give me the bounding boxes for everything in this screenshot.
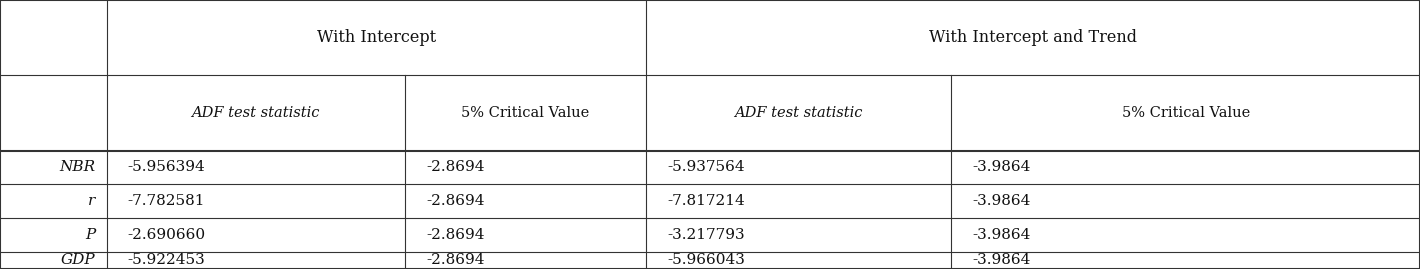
Text: -3.9864: -3.9864 bbox=[973, 228, 1031, 242]
Text: -2.8694: -2.8694 bbox=[426, 194, 484, 208]
Text: -5.966043: -5.966043 bbox=[667, 253, 746, 267]
Text: -5.922453: -5.922453 bbox=[128, 253, 206, 267]
Text: 5% Critical Value: 5% Critical Value bbox=[1122, 106, 1250, 120]
Text: -3.9864: -3.9864 bbox=[973, 160, 1031, 175]
Text: -2.8694: -2.8694 bbox=[426, 253, 484, 267]
Text: With Intercept and Trend: With Intercept and Trend bbox=[929, 29, 1137, 46]
Text: 5% Critical Value: 5% Critical Value bbox=[462, 106, 589, 120]
Text: With Intercept: With Intercept bbox=[317, 29, 436, 46]
Text: r: r bbox=[88, 194, 95, 208]
Text: NBR: NBR bbox=[60, 160, 95, 175]
Text: GDP: GDP bbox=[61, 253, 95, 267]
Text: ADF test statistic: ADF test statistic bbox=[192, 106, 320, 120]
Text: -3.9864: -3.9864 bbox=[973, 253, 1031, 267]
Text: ADF test statistic: ADF test statistic bbox=[734, 106, 863, 120]
Text: -2.8694: -2.8694 bbox=[426, 228, 484, 242]
Text: -5.937564: -5.937564 bbox=[667, 160, 746, 175]
Text: -3.9864: -3.9864 bbox=[973, 194, 1031, 208]
Text: -7.817214: -7.817214 bbox=[667, 194, 746, 208]
Text: -5.956394: -5.956394 bbox=[128, 160, 206, 175]
Text: -2.690660: -2.690660 bbox=[128, 228, 206, 242]
Text: -3.217793: -3.217793 bbox=[667, 228, 746, 242]
Text: -7.782581: -7.782581 bbox=[128, 194, 206, 208]
Text: P: P bbox=[85, 228, 95, 242]
Text: -2.8694: -2.8694 bbox=[426, 160, 484, 175]
